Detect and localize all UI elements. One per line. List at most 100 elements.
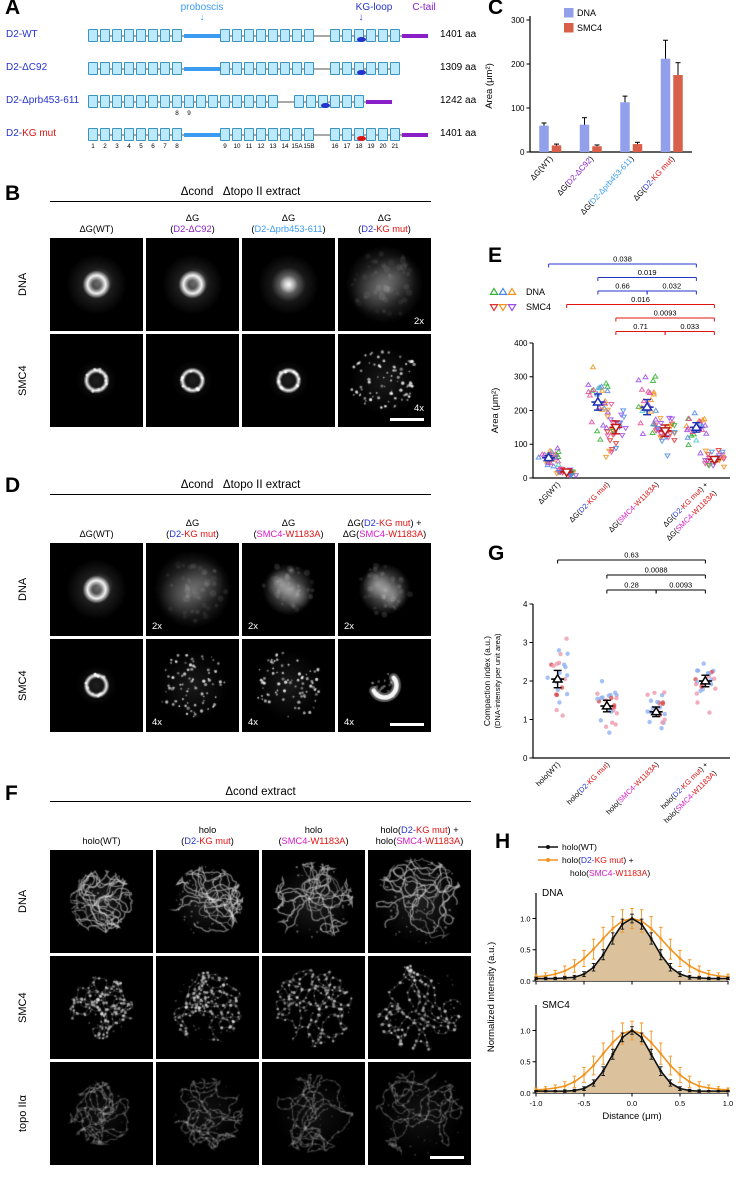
mean-marker bbox=[690, 421, 703, 432]
data-point bbox=[717, 977, 720, 980]
exon-number: 6 bbox=[151, 143, 155, 150]
legend-marker bbox=[546, 845, 550, 849]
data-point bbox=[582, 1087, 586, 1091]
text-part: D2-Δprb453-611 bbox=[254, 224, 323, 235]
text-part: ) + bbox=[447, 825, 459, 836]
data-point bbox=[585, 388, 592, 394]
magnification-note: 4x bbox=[248, 717, 259, 728]
panel-A-domain-diagrams: D2-WT 1401 aa D2-ΔC92 1309 aa D2-Δprb453-611… bbox=[0, 2, 500, 182]
exon-box bbox=[88, 61, 98, 75]
data-point bbox=[695, 668, 701, 673]
data-point bbox=[608, 402, 615, 408]
data-point bbox=[707, 972, 711, 976]
data-point bbox=[726, 1089, 730, 1093]
row-label: DNA bbox=[17, 889, 29, 914]
exon-box bbox=[136, 127, 146, 141]
data-point bbox=[604, 387, 611, 394]
data-point bbox=[554, 692, 559, 697]
y-tick-label: 100 bbox=[511, 104, 525, 113]
data-point bbox=[604, 429, 611, 436]
y-axis-title: Area (μm²) bbox=[484, 63, 495, 109]
data-point bbox=[604, 408, 612, 415]
data-point bbox=[573, 1089, 576, 1092]
micrograph-image bbox=[146, 543, 239, 636]
exon-box bbox=[390, 28, 400, 42]
text-part: ΔG bbox=[281, 518, 296, 529]
text-part: ( bbox=[251, 224, 255, 235]
legend-label: DNA bbox=[526, 287, 545, 297]
data-point bbox=[558, 651, 563, 657]
data-point bbox=[609, 429, 617, 435]
column-header-line: holo bbox=[199, 825, 217, 836]
text-part: D2- bbox=[6, 128, 23, 139]
column-header-line: ΔG bbox=[282, 518, 295, 529]
data-point bbox=[553, 1089, 557, 1093]
panel-F-micrographs: Δcond extract holo(WT) holo (D2-KG mut) holo… bbox=[2, 786, 476, 1186]
magnification-note: 2x bbox=[152, 621, 163, 632]
data-point bbox=[573, 964, 576, 968]
exon-box bbox=[232, 28, 242, 42]
data-point bbox=[717, 1089, 720, 1093]
exon-number: 20 bbox=[379, 143, 387, 150]
exon-box bbox=[280, 127, 290, 141]
micrograph-image bbox=[50, 334, 143, 427]
data-point bbox=[658, 438, 666, 445]
text-part: D2- bbox=[361, 224, 377, 235]
micrograph-image bbox=[242, 334, 335, 427]
column-header-line: ΔG bbox=[186, 518, 199, 529]
data-point bbox=[719, 452, 726, 458]
y-tick-label: 100 bbox=[514, 440, 528, 449]
data-point bbox=[699, 416, 706, 423]
micrograph-tile bbox=[50, 543, 143, 636]
text-part: D2-WT bbox=[6, 29, 38, 40]
column-header: holo (SMC4-W1183A) bbox=[258, 805, 369, 847]
exon-number: 12 bbox=[257, 143, 265, 150]
data-point bbox=[655, 699, 660, 705]
row-label: SMC4 bbox=[17, 992, 29, 1023]
exon-box bbox=[330, 94, 340, 108]
data-point bbox=[557, 670, 562, 676]
micrograph-image bbox=[262, 956, 365, 1059]
data-point bbox=[649, 1052, 653, 1056]
data-point bbox=[563, 1084, 567, 1088]
data-point bbox=[640, 922, 643, 926]
exon-box bbox=[220, 127, 230, 141]
exon-box bbox=[292, 28, 302, 42]
exon-box bbox=[160, 28, 170, 42]
exon-box bbox=[268, 94, 278, 108]
data-point bbox=[666, 415, 673, 422]
panel-label-C: C bbox=[488, 0, 504, 19]
exon-box bbox=[280, 61, 290, 75]
exon-box bbox=[220, 61, 230, 75]
data-point bbox=[708, 449, 716, 455]
exon-box bbox=[378, 127, 388, 141]
data-point bbox=[556, 660, 562, 666]
data-point bbox=[553, 972, 557, 976]
data-point bbox=[592, 947, 595, 951]
exon-box bbox=[100, 94, 110, 108]
y-tick-label: 1 bbox=[523, 715, 528, 724]
data-point bbox=[688, 975, 691, 979]
exon-number: 21 bbox=[391, 143, 399, 150]
row-label: SMC4 bbox=[17, 365, 29, 396]
micrograph-tile bbox=[50, 238, 143, 331]
bar-DNA bbox=[579, 124, 590, 152]
y-tick-label: 4 bbox=[523, 600, 528, 609]
x-tick-label: ΔG(WT) bbox=[536, 480, 562, 506]
column-header: holo(WT) bbox=[46, 805, 157, 847]
data-point bbox=[562, 676, 568, 682]
micrograph-image bbox=[242, 639, 335, 732]
column-header: holo (D2-KG mut) bbox=[152, 805, 263, 847]
micrograph-image bbox=[338, 639, 431, 732]
magnification-note: 4x bbox=[344, 717, 355, 728]
p-value: 0.033 bbox=[680, 322, 699, 331]
data-point bbox=[613, 722, 618, 727]
text-part: KG mut bbox=[376, 224, 408, 235]
data-point bbox=[597, 436, 604, 442]
column-header: ΔG(WT) bbox=[46, 498, 147, 540]
text-part: KG mut bbox=[184, 529, 216, 540]
micrograph-tile bbox=[50, 639, 143, 732]
subplot-title: SMC4 bbox=[542, 1000, 570, 1011]
legend-label: holo(SMC4-W1183A) bbox=[570, 868, 650, 878]
